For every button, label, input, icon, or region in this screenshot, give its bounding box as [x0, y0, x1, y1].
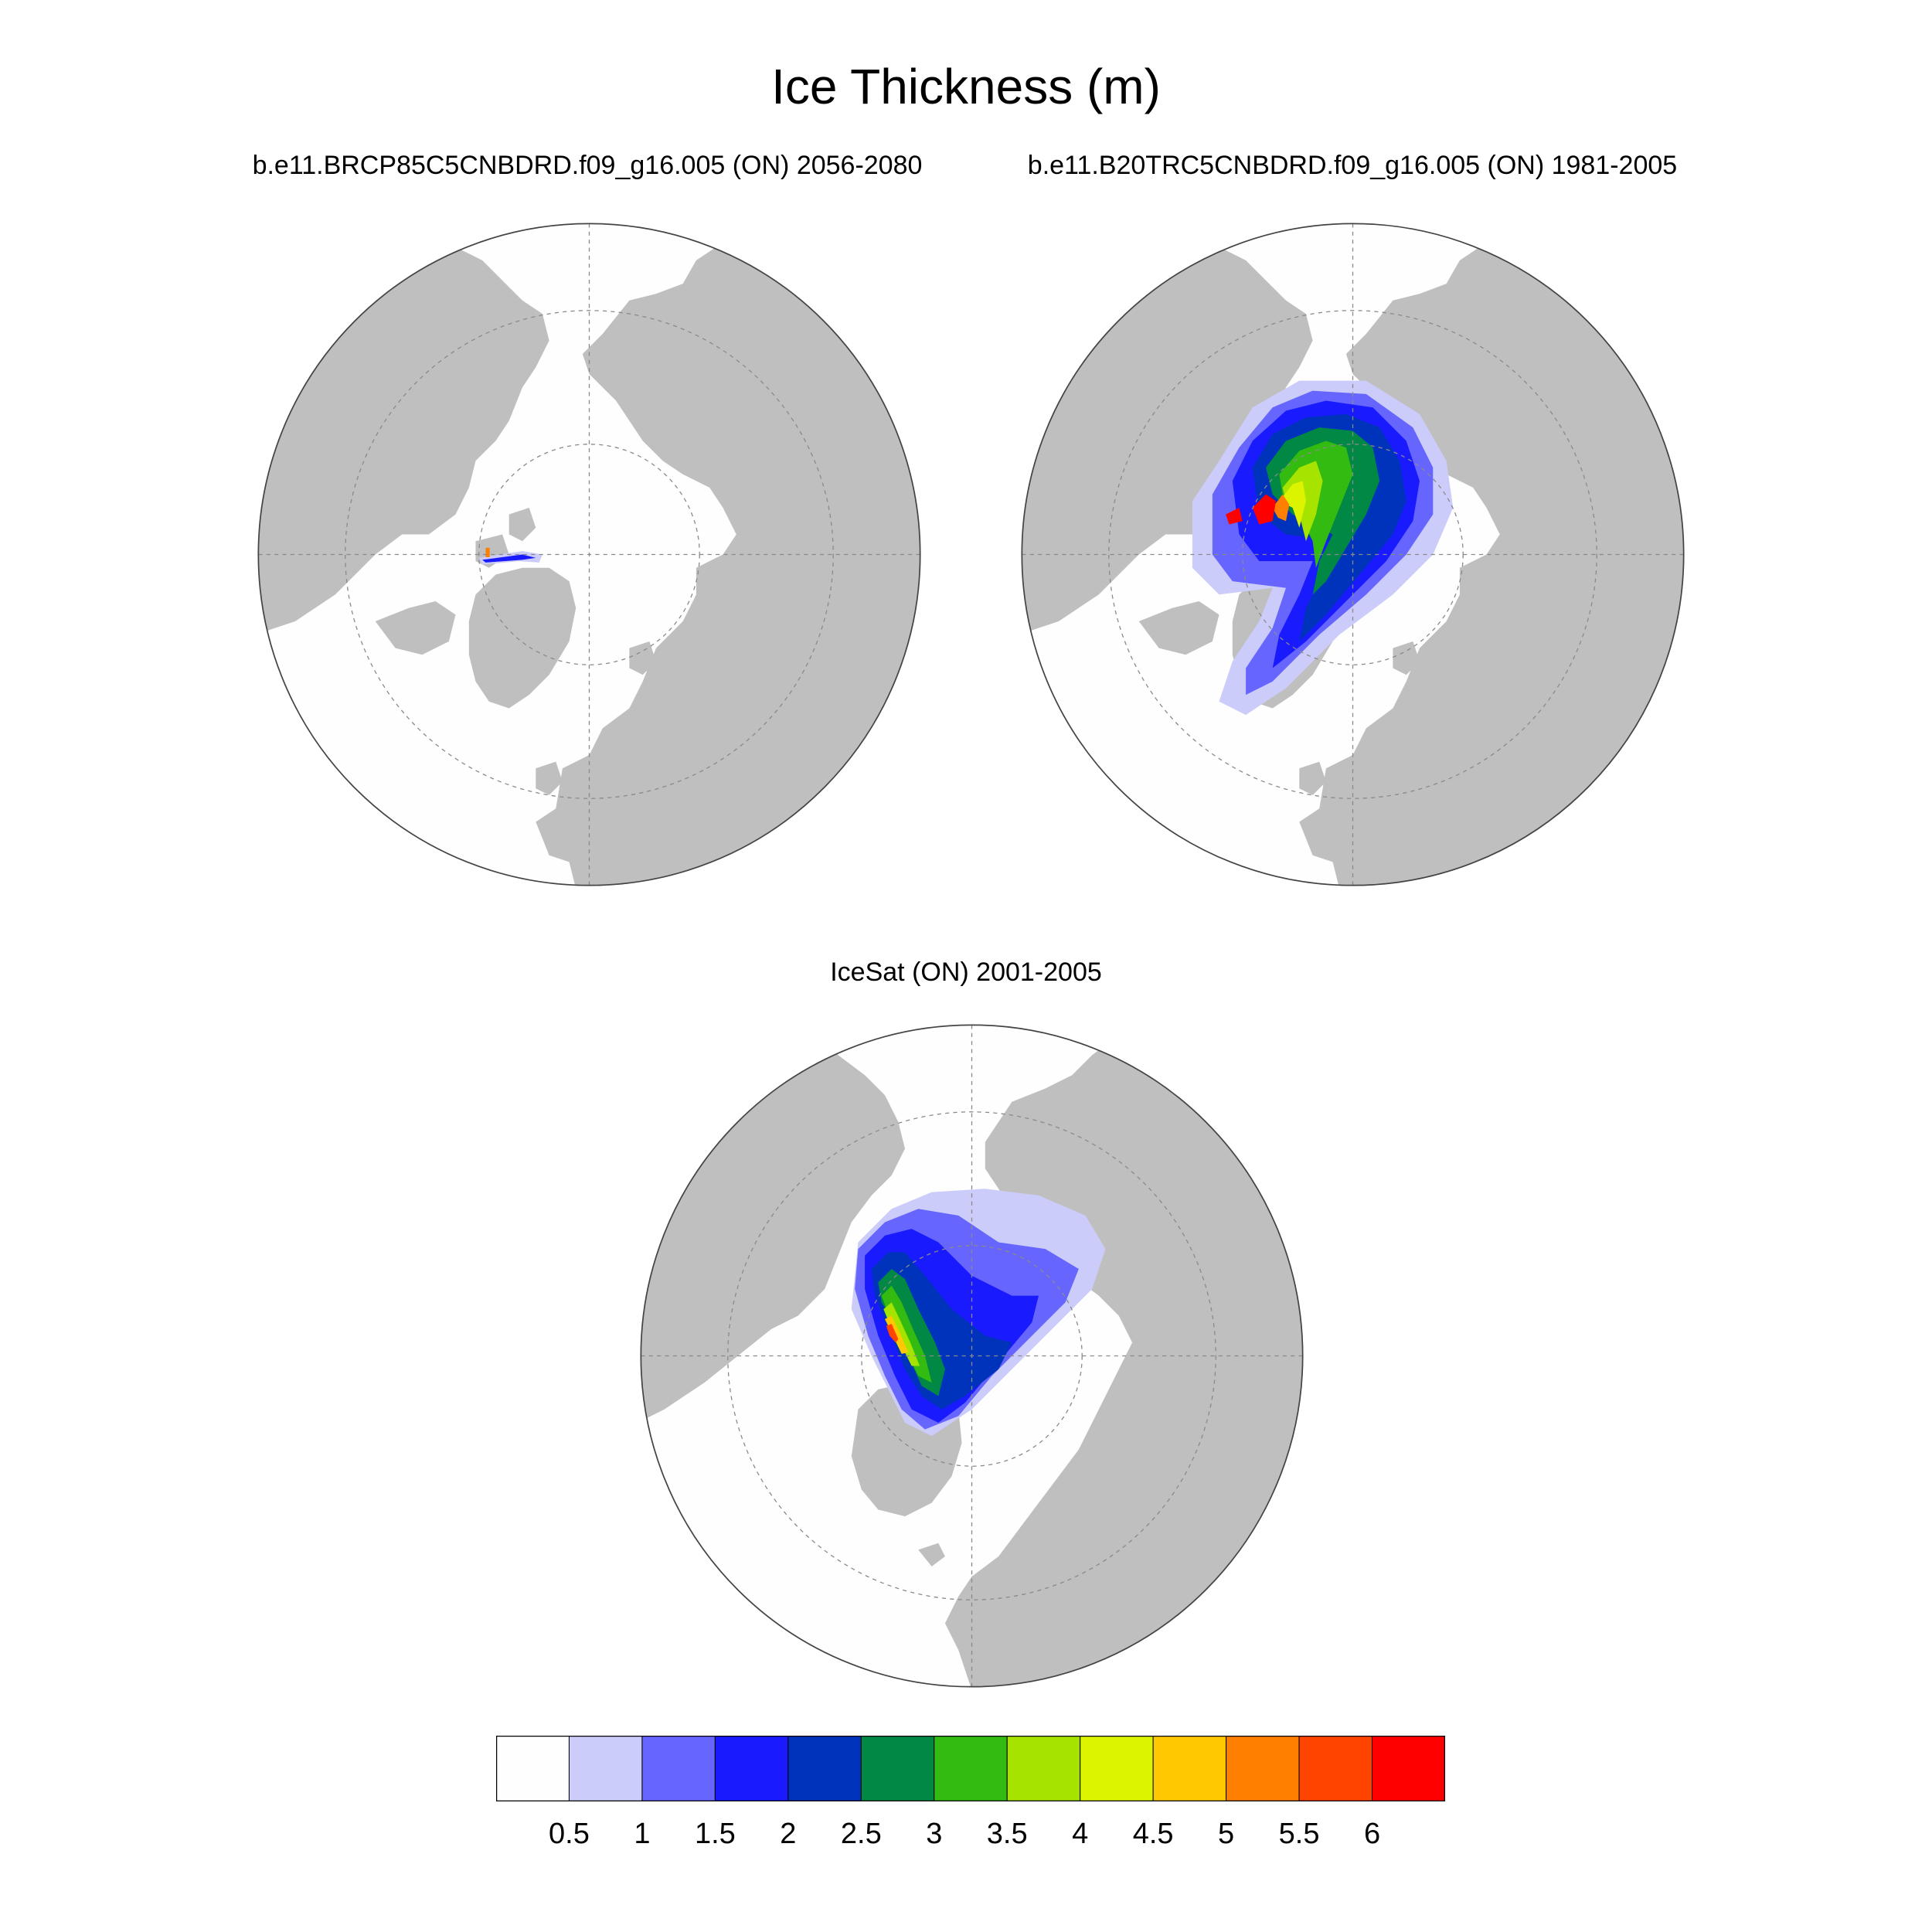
graticule — [258, 223, 920, 886]
colorbar-tick-label: 1.5 — [694, 1818, 736, 1850]
colorbar-swatch — [787, 1736, 862, 1801]
panel-title-rcp85: b.e11.BRCP85C5CNBDRD.f09_g16.005 (ON) 20… — [252, 151, 923, 180]
colorbar-tick-label: 5 — [1218, 1818, 1235, 1850]
ice-contour-6 — [1226, 494, 1277, 525]
colorbar-tick-label: 4 — [1072, 1818, 1089, 1850]
land-eurasia — [536, 223, 920, 886]
colorbar-swatch — [1372, 1736, 1445, 1801]
colorbar-tick-label: 2 — [780, 1818, 797, 1850]
colorbar-swatch — [568, 1736, 643, 1801]
colorbar-swatch — [934, 1736, 1008, 1801]
colorbar-tick-label: 4.5 — [1132, 1818, 1174, 1850]
panel-title-icesat: IceSat (ON) 2001-2005 — [830, 957, 1102, 987]
ice-contour-5 — [1272, 494, 1290, 522]
colorbar-tick-label: 5.5 — [1278, 1818, 1320, 1850]
ice-streak-a-core — [482, 554, 536, 563]
colorbar-swatch — [1006, 1736, 1081, 1801]
colorbar-swatch — [1152, 1736, 1227, 1801]
colorbar-tick-label: 6 — [1363, 1818, 1381, 1850]
colorbar-swatch — [496, 1736, 570, 1801]
polar-map-20tr — [1021, 223, 1685, 886]
polar-map-icesat — [640, 1024, 1304, 1688]
colorbar-tick-label: 2.5 — [840, 1818, 882, 1850]
ice-thickness-field — [851, 1189, 1106, 1437]
ice-thickness-field — [1192, 380, 1454, 716]
colorbar-swatch — [1080, 1736, 1154, 1801]
land-greenland — [468, 567, 577, 709]
colorbar-swatch — [1298, 1736, 1373, 1801]
colorbar — [496, 1736, 1445, 1801]
polar-map-rcp85 — [257, 223, 921, 886]
colorbar-swatch — [1226, 1736, 1300, 1801]
colorbar-tick-label: 3 — [926, 1818, 943, 1850]
panel-title-20tr: b.e11.B20TRC5CNBDRD.f09_g16.005 (ON) 198… — [1027, 151, 1678, 180]
colorbar-tick-label: 3.5 — [986, 1818, 1028, 1850]
colorbar-swatch — [641, 1736, 716, 1801]
colorbar-tick-label: 1 — [634, 1818, 651, 1850]
ice-contour-4 — [1279, 481, 1306, 528]
colorbar-swatch — [860, 1736, 935, 1801]
colorbar-swatch — [714, 1736, 789, 1801]
colorbar-tick-label: 0.5 — [549, 1818, 590, 1850]
figure-title: Ice Thickness (m) — [771, 59, 1161, 114]
